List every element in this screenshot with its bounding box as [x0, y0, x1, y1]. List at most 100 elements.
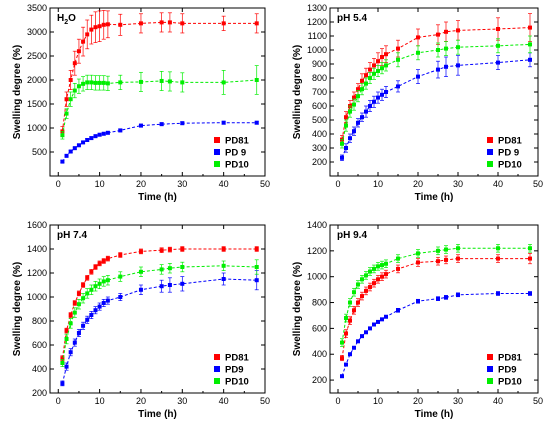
chart3-series-2-point — [376, 264, 380, 269]
chart0-series-1-point — [72, 146, 77, 151]
chart0-series-2-point — [72, 88, 77, 93]
chart3-series-0-point — [368, 285, 372, 290]
chart1-ytick-label: 500 — [312, 115, 327, 125]
chart0-series-1-point — [81, 140, 86, 145]
chart2-series-1-point — [93, 308, 98, 313]
chart3-xtick-label: 10 — [373, 396, 383, 406]
chart3-series-0-point — [356, 300, 360, 305]
chart0-legend-marker-0 — [214, 137, 220, 143]
chart3-panel: 0 10 20 30 40 50 200 400 600 800 1000 1200 1400 Time … — [292, 220, 543, 420]
chart3-series-0-point — [416, 260, 420, 265]
chart3-ytick-label: 1400 — [307, 220, 327, 230]
chart3-legend-label-0: PD81 — [498, 353, 522, 364]
chart0-ylabel: Swelling degree (%) — [12, 45, 23, 139]
chart2-series-2-point — [64, 337, 69, 341]
chart3-series-2-point — [348, 300, 352, 305]
chart1-xtick-label: 40 — [493, 179, 503, 189]
chart3-series-0 — [340, 253, 532, 362]
chart0-ytick-label: 2500 — [27, 51, 47, 61]
chart2-series-1-point — [254, 278, 259, 283]
chart3-series-0-point — [456, 256, 460, 261]
chart3-series-2-point — [368, 269, 372, 274]
chart1-series-0-point — [352, 95, 356, 100]
chart0-series-2-point — [118, 80, 123, 85]
chart2-series-2-point — [93, 284, 98, 289]
chart2-series-2-point — [254, 265, 259, 269]
chart1-series-2-point — [376, 69, 380, 73]
chart3-series-2-point — [416, 251, 420, 256]
chart3-series-1-point — [376, 319, 380, 324]
chart2-ytick-label: 800 — [32, 316, 47, 326]
chart0-series-2-point — [81, 81, 86, 86]
chart2-series-2-point — [105, 278, 110, 283]
chart1-series-1-point — [372, 99, 376, 104]
chart3-title: pH 9.4 — [337, 230, 367, 241]
chart2-series-0-point — [105, 256, 110, 261]
chart1-ytick-label: 700 — [312, 87, 327, 97]
chart1-series-2-point — [364, 81, 368, 86]
chart0-series-1-point — [76, 143, 81, 148]
chart1-series-0-point — [368, 67, 372, 72]
chart2-series-0-point — [138, 249, 143, 254]
chart3-series-1-point — [352, 345, 356, 350]
chart2-series-0-point — [72, 301, 77, 305]
chart3-series-2-point — [372, 266, 376, 271]
chart2-series-0-point — [180, 247, 185, 251]
chart2-xtick-label: 30 — [177, 396, 187, 406]
chart1-legend-marker-2 — [487, 161, 493, 167]
chart2-legend-label-2: PD10 — [225, 377, 249, 388]
chart2-series-0-point — [60, 356, 65, 361]
chart3-ytick-label: 600 — [312, 323, 327, 333]
chart3-series-1-point — [356, 339, 360, 344]
chart3-series-1-point — [348, 352, 352, 357]
chart2-series-2 — [60, 259, 259, 367]
chart2-series-2-point — [60, 361, 65, 365]
chart0-series-2-point — [101, 80, 106, 85]
chart1-series-1-point — [356, 120, 360, 125]
chart2-series-0-point — [97, 261, 102, 266]
chart3-series-0-point — [348, 318, 352, 323]
chart0-series-0-point — [180, 21, 185, 26]
chart0-series-1-point — [118, 128, 123, 133]
chart0-series-0-point — [97, 24, 102, 29]
chart3-series-2-point — [444, 247, 448, 252]
chart2-series-2-point — [138, 269, 143, 274]
chart2-series-2-point — [180, 265, 185, 269]
chart0-series-2-point — [89, 80, 94, 85]
chart1-series-2-point — [372, 71, 376, 76]
chart3-series-2-point — [384, 261, 388, 266]
chart2-series-0-point — [64, 328, 69, 333]
chart0-title-main: H — [57, 13, 64, 24]
chart0-series-1-point — [221, 120, 226, 125]
chart1-series-1-point — [360, 115, 364, 120]
chart3-series-2-point — [456, 246, 460, 251]
chart2-series-2-point — [81, 296, 86, 301]
chart3-series-2-point — [356, 282, 360, 287]
chart2-series-1-point — [89, 313, 94, 317]
chart2-xtick-label: 10 — [95, 396, 105, 406]
chart3-series-2-point — [380, 263, 384, 268]
chart3-xtick-label: 0 — [335, 396, 340, 406]
chart3-series-0-point — [360, 294, 364, 299]
chart3-series-0-point — [364, 288, 368, 293]
chart1-legend-label-1: PD 9 — [498, 148, 519, 159]
chart0-series-1-point — [105, 130, 110, 135]
chart2-series-1-point — [81, 323, 86, 328]
chart0-legend-label-0: PD81 — [225, 136, 249, 147]
chart1-legend-label-0: PD81 — [498, 136, 522, 147]
chart1-series-1-point — [384, 90, 388, 94]
chart2-legend-label-1: PD9 — [225, 365, 243, 376]
chart0-series-0-point — [76, 49, 81, 54]
chart0-series-1-point — [89, 136, 94, 141]
chart1-ytick-label: 1200 — [307, 17, 327, 27]
chart1-series-0-point — [436, 32, 440, 37]
chart3-xtick-label: 20 — [413, 396, 423, 406]
chart0-series-0-point — [254, 21, 259, 26]
chart3-ytick-label: 200 — [312, 375, 327, 385]
chart2-ytick-label: 600 — [32, 340, 47, 350]
chart1-series-2-point — [340, 141, 344, 146]
chart3-series-1-point — [444, 295, 448, 300]
chart2-series-1-point — [64, 364, 69, 369]
chart0-xtick-label: 0 — [56, 179, 61, 189]
chart3-series-2-point — [436, 248, 440, 253]
